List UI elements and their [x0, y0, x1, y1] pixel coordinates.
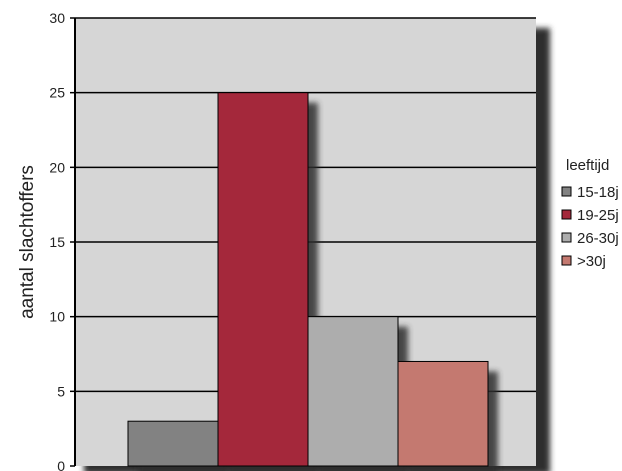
y-tick-label: 5 — [57, 383, 65, 399]
legend-items: 15-18j 19-25j 26-30j >30j — [561, 184, 619, 270]
y-tick-label: 30 — [49, 10, 65, 26]
bars — [127, 92, 489, 467]
y-tick-label: 15 — [49, 234, 65, 250]
legend-label: 26-30j — [577, 230, 619, 247]
y-tick-label: 10 — [49, 309, 65, 325]
bar-26-30j — [307, 316, 399, 467]
bar-15-18j — [127, 420, 219, 467]
legend-label: >30j — [577, 253, 606, 270]
legend-swatch — [561, 209, 572, 220]
bar-19-25j — [217, 92, 309, 467]
y-tick-label: 25 — [49, 85, 65, 101]
legend-swatch — [561, 232, 572, 243]
legend-swatch — [561, 255, 572, 266]
y-tick-label: 20 — [49, 159, 65, 175]
y-tick-label: 0 — [57, 458, 65, 471]
legend-title: leeftijd — [566, 157, 609, 174]
legend-label: 19-25j — [577, 207, 619, 224]
legend-label: 15-18j — [577, 184, 619, 201]
legend: leeftijd 15-18j 19-25j 26-30j >30j — [561, 157, 619, 270]
bar->30j — [397, 360, 489, 467]
y-axis-ticks: 0 5 10 15 20 25 30 — [49, 10, 75, 471]
y-axis-title: aantal slachtoffers — [17, 165, 38, 319]
legend-swatch — [561, 186, 572, 197]
